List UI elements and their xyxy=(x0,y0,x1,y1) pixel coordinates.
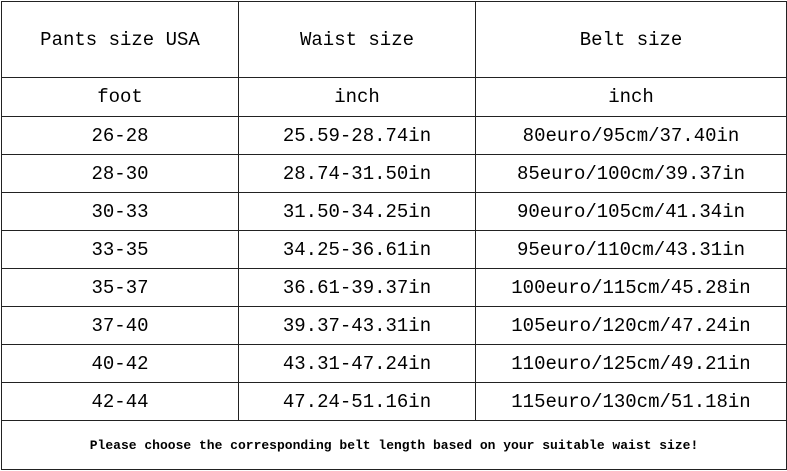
note-row: Please choose the corresponding belt len… xyxy=(1,420,787,470)
belt-size-cell: 90euro/105cm/41.34in xyxy=(475,192,787,231)
pants-size-cell: 35-37 xyxy=(1,268,239,307)
header-belt-size: Belt size xyxy=(475,1,787,78)
pants-size-cell: 30-33 xyxy=(1,192,239,231)
belt-size-cell: 105euro/120cm/47.24in xyxy=(475,306,787,345)
belt-size-cell: 95euro/110cm/43.31in xyxy=(475,230,787,269)
unit-row: foot inch inch xyxy=(1,77,787,117)
table-row: 42-44 47.24-51.16in 115euro/130cm/51.18in xyxy=(1,382,787,421)
belt-size-cell: 80euro/95cm/37.40in xyxy=(475,116,787,155)
header-pants-size: Pants size USA xyxy=(1,1,239,78)
waist-size-cell: 25.59-28.74in xyxy=(238,116,476,155)
note-text: Please choose the corresponding belt len… xyxy=(1,420,787,470)
waist-size-cell: 36.61-39.37in xyxy=(238,268,476,307)
table-row: 30-33 31.50-34.25in 90euro/105cm/41.34in xyxy=(1,192,787,231)
waist-size-cell: 31.50-34.25in xyxy=(238,192,476,231)
waist-size-cell: 47.24-51.16in xyxy=(238,382,476,421)
belt-size-cell: 115euro/130cm/51.18in xyxy=(475,382,787,421)
waist-size-cell: 43.31-47.24in xyxy=(238,344,476,383)
table-row: 37-40 39.37-43.31in 105euro/120cm/47.24in xyxy=(1,306,787,345)
pants-size-cell: 40-42 xyxy=(1,344,239,383)
unit-waist: inch xyxy=(238,77,476,117)
belt-size-cell: 110euro/125cm/49.21in xyxy=(475,344,787,383)
waist-size-cell: 39.37-43.31in xyxy=(238,306,476,345)
belt-size-cell: 100euro/115cm/45.28in xyxy=(475,268,787,307)
pants-size-cell: 42-44 xyxy=(1,382,239,421)
table-row: 26-28 25.59-28.74in 80euro/95cm/37.40in xyxy=(1,116,787,155)
waist-size-cell: 34.25-36.61in xyxy=(238,230,476,269)
table-row: 35-37 36.61-39.37in 100euro/115cm/45.28in xyxy=(1,268,787,307)
waist-size-cell: 28.74-31.50in xyxy=(238,154,476,193)
header-row: Pants size USA Waist size Belt size xyxy=(1,1,787,78)
unit-pants: foot xyxy=(1,77,239,117)
header-waist-size: Waist size xyxy=(238,1,476,78)
pants-size-cell: 28-30 xyxy=(1,154,239,193)
pants-size-cell: 26-28 xyxy=(1,116,239,155)
unit-belt: inch xyxy=(475,77,787,117)
pants-size-cell: 37-40 xyxy=(1,306,239,345)
table-row: 33-35 34.25-36.61in 95euro/110cm/43.31in xyxy=(1,230,787,269)
belt-size-cell: 85euro/100cm/39.37in xyxy=(475,154,787,193)
pants-size-cell: 33-35 xyxy=(1,230,239,269)
table-row: 40-42 43.31-47.24in 110euro/125cm/49.21in xyxy=(1,344,787,383)
table-row: 28-30 28.74-31.50in 85euro/100cm/39.37in xyxy=(1,154,787,193)
